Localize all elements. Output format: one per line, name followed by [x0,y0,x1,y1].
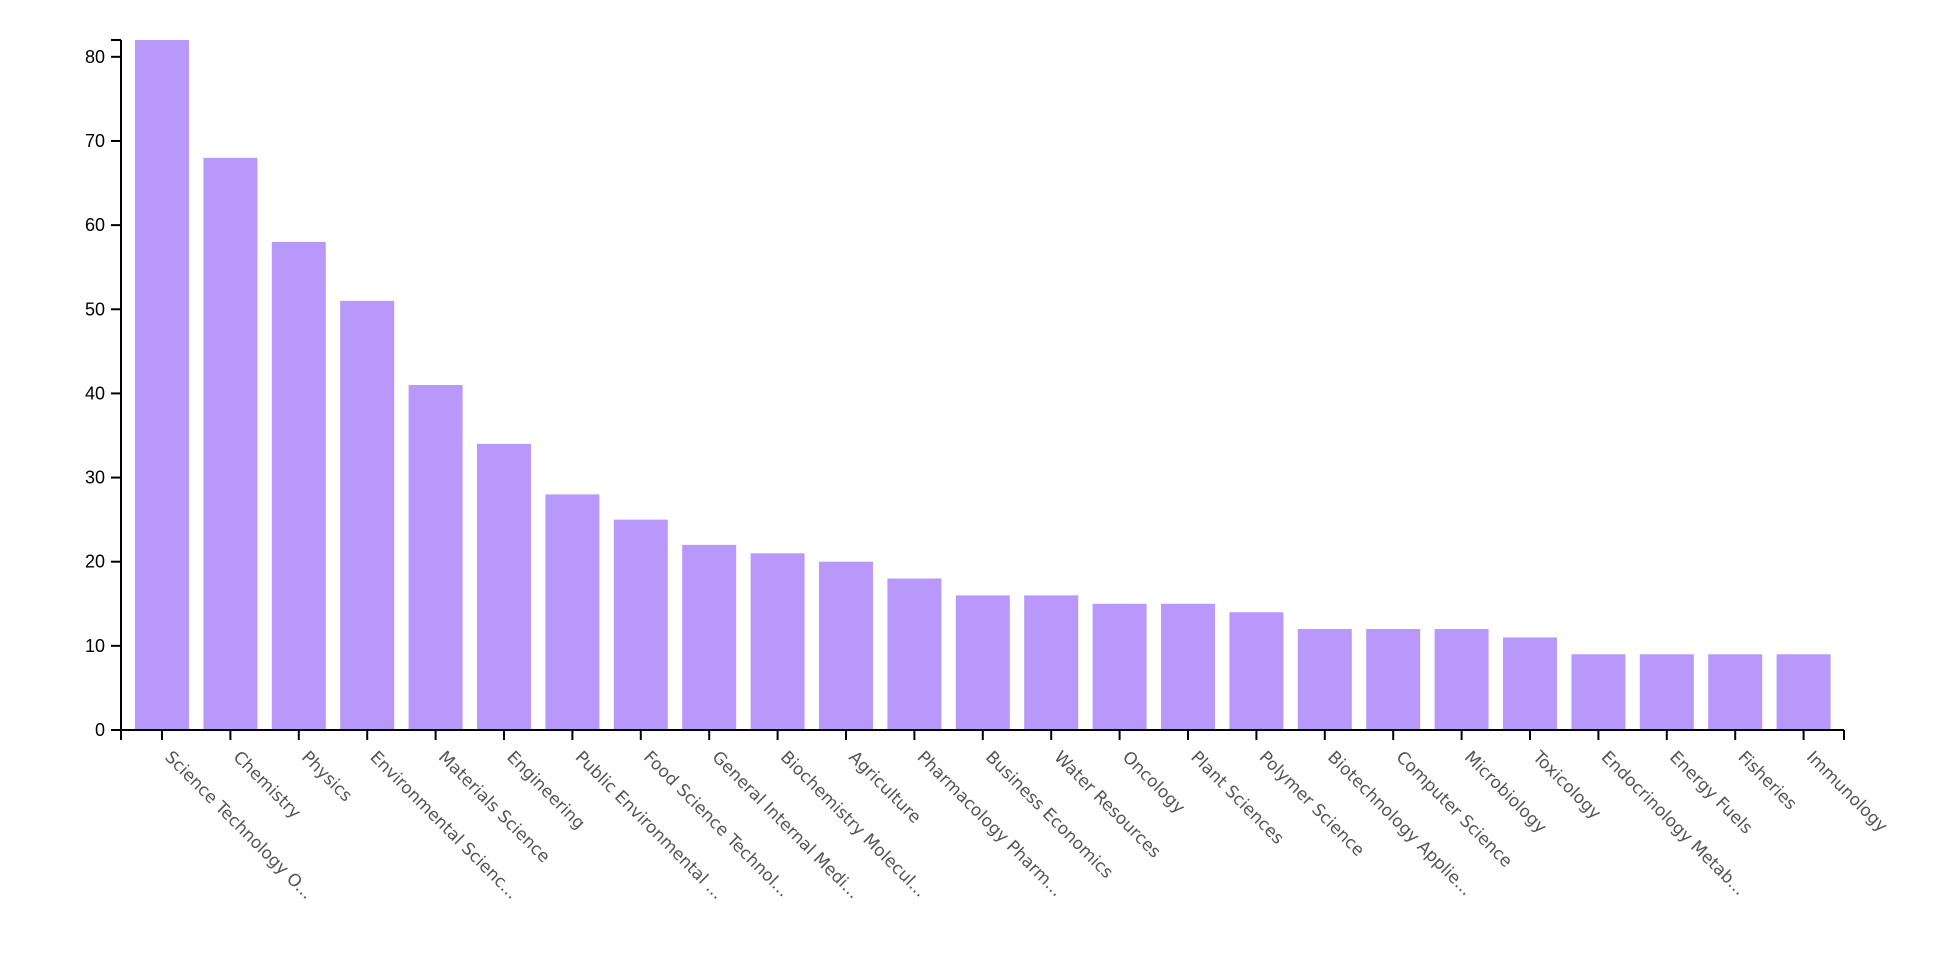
bar [613,519,668,730]
bar [819,561,873,730]
bar [1161,603,1215,730]
y-tick-label: 70 [85,131,105,151]
bar [1092,603,1147,730]
bar [955,595,1010,730]
bar [1776,654,1831,730]
bar [1229,612,1284,730]
bar [682,544,737,730]
bars-group [135,40,1831,730]
bar [135,40,189,730]
y-tick-label: 30 [85,468,105,488]
bar [203,157,258,730]
y-tick-label: 60 [85,215,105,235]
x-tick-label: Business Economics [981,747,1117,883]
bar [1708,654,1763,730]
bar [340,300,395,730]
bar [408,385,463,730]
bar [1366,629,1421,730]
bar [750,553,805,730]
bar [1571,654,1626,730]
x-tick-label: Immunology [1802,747,1891,836]
bar [1024,595,1079,730]
x-tick-label: Endocrinology Metab... [1597,747,1749,899]
bar [477,443,531,730]
y-tick-label: 20 [85,552,105,572]
y-tick-label: 50 [85,299,105,319]
y-axis: 0 10 20 30 40 50 60 70 80 [85,39,122,740]
bar [1503,637,1557,730]
x-tick-label: Oncology [1118,747,1189,818]
x-tick-label: Physics [297,747,356,806]
bar [545,494,600,730]
y-tick-label: 0 [95,720,105,740]
bar [1297,629,1352,730]
bar [1639,654,1694,730]
bar [271,241,326,730]
y-tick-label: 40 [85,383,105,403]
y-tick-label: 10 [85,636,105,656]
x-tick-label: Pharmacology Pharm... [913,747,1067,901]
x-tick-label: Fisheries [1734,747,1801,814]
y-tick-label: 80 [85,47,105,67]
bar [1434,629,1489,730]
x-tick-label: Computer Science [1392,747,1516,871]
bar [887,578,942,730]
